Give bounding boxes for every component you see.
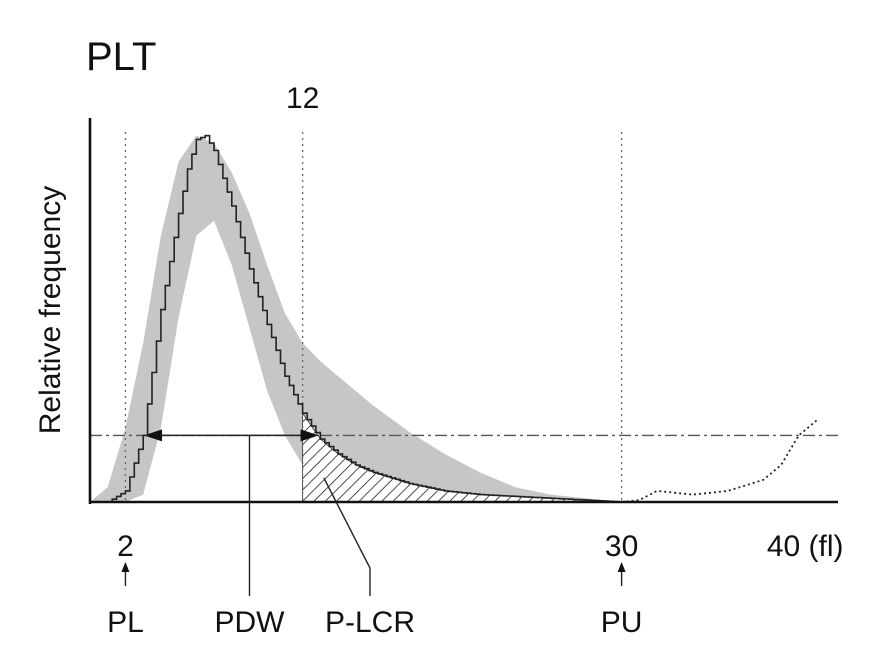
chart-title: PLT [86,35,156,79]
x-tick-labels: 2 12 30 40 (fl) [117,82,843,563]
up-arrowhead-2 [121,562,130,572]
pdw-left-arrowhead [144,429,163,442]
x-tick-label-12: 12 [286,82,319,115]
x-tick-label-30: 30 [605,530,638,563]
pu-label: PU [601,606,643,639]
y-axis-label: Relative frequency [34,186,67,434]
up-arrowhead-30 [617,562,626,572]
pl-label: PL [107,606,144,639]
pdw-right-arrowhead [300,429,319,442]
distribution-tail-curve [621,419,818,503]
marker-arrows [121,562,626,586]
p-lcr-label: P-LCR [325,606,415,639]
p-lcr-leader-line [323,477,371,596]
distribution-curve [107,134,623,503]
pdw-label: PDW [214,606,285,639]
normal-range-band [90,135,622,502]
x-tick-label-40: 40 (fl) [767,530,844,563]
x-tick-label-2: 2 [117,530,134,563]
reference-lines [124,132,623,502]
